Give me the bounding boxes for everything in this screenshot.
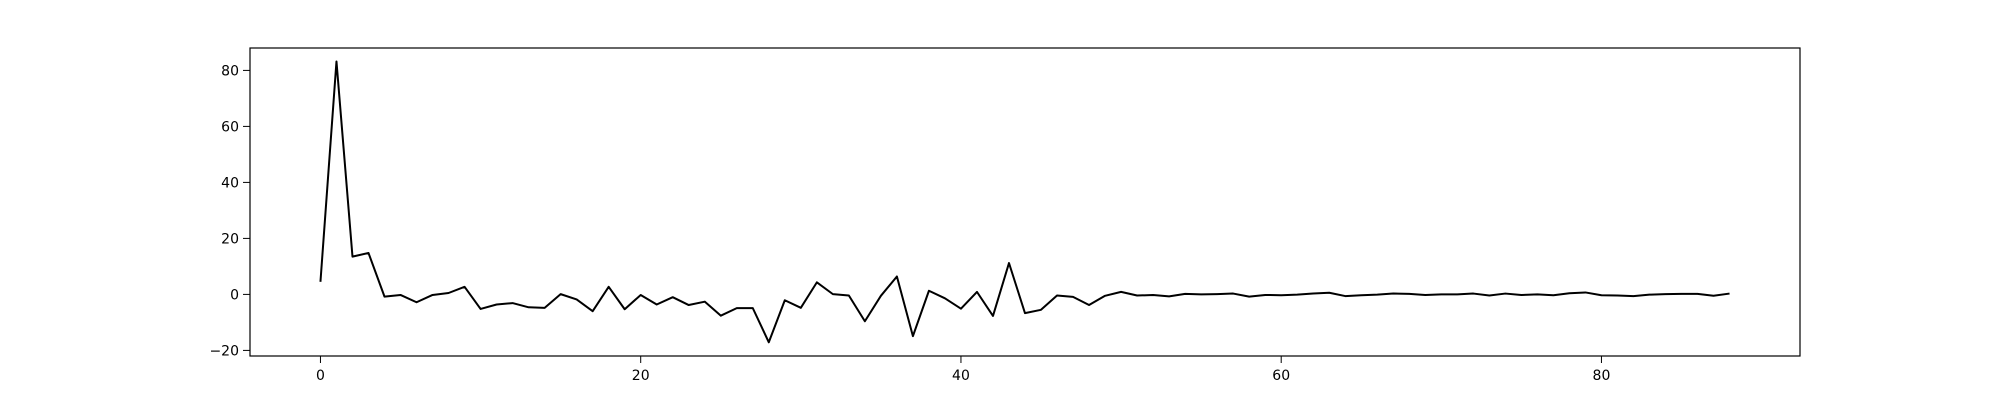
y-tick-label: 80 [221, 63, 239, 79]
x-tick-label: 60 [1272, 368, 1290, 384]
x-tick-label: 80 [1593, 368, 1611, 384]
x-tick-label: 0 [316, 368, 325, 384]
y-tick-label: −20 [209, 343, 239, 359]
series-line-0 [319, 60, 1730, 344]
x-tick-label: 40 [952, 368, 970, 384]
axes-frame [249, 47, 1801, 357]
y-tick-label: 60 [221, 119, 239, 135]
y-tick-label: 20 [221, 231, 239, 247]
y-tick-label: 40 [221, 175, 239, 191]
x-axis: 0 20 40 60 80 [316, 356, 1610, 384]
plot-area [319, 60, 1730, 344]
y-tick-label: 0 [230, 287, 239, 303]
y-axis: −20 0 20 40 60 80 [209, 63, 250, 359]
x-tick-label: 20 [632, 368, 650, 384]
